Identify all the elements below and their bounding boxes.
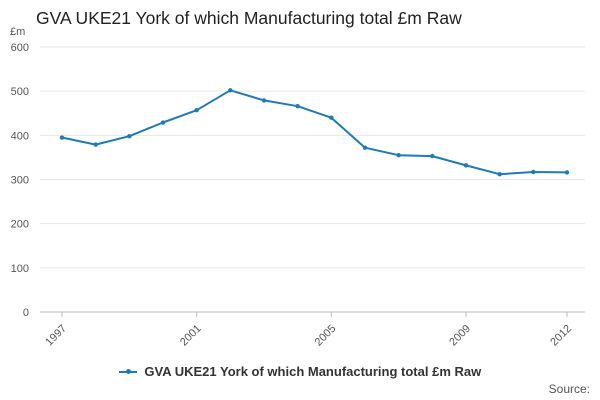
data-point [362, 145, 368, 150]
data-point [93, 142, 98, 147]
source-label[interactable]: Source: [548, 382, 590, 396]
chart-legend[interactable]: GVA UKE21 York of which Manufacturing to… [0, 364, 600, 379]
y-tick-label: 400 [11, 130, 29, 142]
data-point [127, 134, 132, 139]
y-tick-label: 100 [11, 263, 29, 275]
data-point [564, 170, 570, 175]
data-point [295, 103, 300, 109]
data-point [59, 135, 65, 140]
data-point [261, 98, 267, 103]
data-point [228, 88, 233, 93]
x-tick-label: 2005 [313, 323, 339, 349]
y-tick-label: 200 [11, 219, 29, 231]
data-point [463, 163, 469, 168]
chart-title: GVA UKE21 York of which Manufacturing to… [36, 8, 462, 28]
y-axis-unit-label: £m [10, 26, 25, 38]
legend-swatch [118, 368, 137, 374]
y-tick-label: 500 [11, 86, 29, 98]
data-point [329, 115, 334, 120]
data-point [430, 153, 435, 159]
data-point [531, 169, 536, 175]
data-point [160, 120, 166, 125]
y-tick-label: 0 [23, 307, 29, 319]
x-tick-label: 2009 [447, 323, 473, 349]
data-point [396, 153, 401, 158]
y-tick-label: 600 [11, 42, 29, 54]
y-tick-label: 300 [11, 175, 29, 187]
x-tick-label: 1997 [43, 323, 69, 349]
data-point [194, 107, 199, 113]
x-tick-label: 2012 [548, 323, 574, 349]
series-line [61, 89, 568, 176]
x-tick-label: 2001 [178, 323, 204, 349]
legend-label: GVA UKE21 York of which Manufacturing to… [144, 364, 482, 379]
data-point [497, 172, 502, 177]
